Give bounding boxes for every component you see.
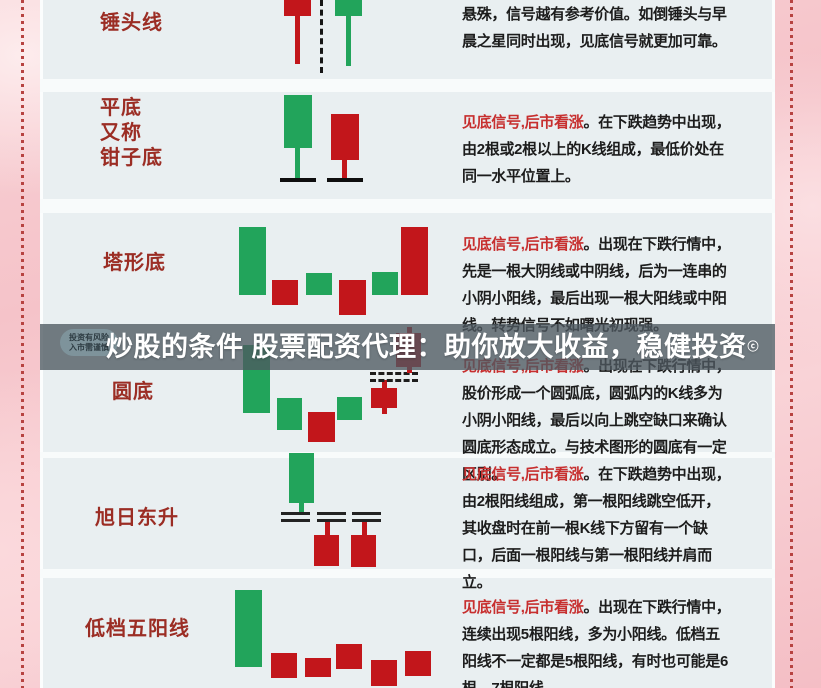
red-candle-body (339, 280, 366, 315)
gapbar-mark (317, 512, 346, 515)
red-candle-body (284, 0, 311, 16)
row-separator (40, 79, 775, 92)
green-candle-body (284, 95, 312, 148)
right-dotted-line (790, 0, 793, 688)
green-candle-body (277, 398, 302, 430)
pattern-description: 见底信号,后市看涨。出现在下跌行情中，连续出现5根阳线，多为小阳线。低档五阳线不… (462, 594, 734, 688)
gapbar-mark (317, 519, 346, 522)
row-separator (40, 569, 775, 578)
red-candle-wick (407, 367, 412, 373)
signal-highlight: 见底信号,后市看涨 (462, 236, 584, 253)
red-candle-body (351, 535, 376, 567)
flat-mark (327, 178, 363, 182)
red-candle-body (405, 651, 431, 676)
red-candle-wick (325, 522, 330, 535)
red-candle-body (271, 653, 297, 678)
description-text: 。在下跌趋势中出现，由2根或2根以上的K线组成，最低价处在同一水平位置上。 (462, 114, 731, 185)
red-candle-body (371, 388, 397, 408)
pattern-name: 平底 又称 钳子底 (100, 97, 163, 169)
description-text: 。在下跌趋势中出现，由2根阳线组成，第一根阳线跳空低开，其收盘时在前一根K线下方… (462, 466, 731, 591)
row-separator (40, 199, 775, 213)
red-candle-body (314, 535, 339, 566)
dash-h-mark (370, 379, 418, 382)
row-separator (40, 452, 775, 458)
red-candle-wick (382, 380, 387, 388)
banner-title: 炒股的条件 股票配资代理：助你放大收益，稳健投资ⓒ (106, 324, 759, 370)
green-candle-body (337, 397, 362, 420)
red-candle-wick (382, 408, 387, 414)
signal-highlight: 见底信号,后市看涨 (462, 466, 584, 483)
circled-mark: ⓒ (747, 341, 760, 353)
pattern-name: 塔形底 (103, 252, 166, 274)
red-candle-body (336, 644, 362, 669)
green-candle-body (335, 0, 362, 16)
promo-banner: 投资有风险 入市需谨慎 炒股的条件 股票配资代理：助你放大收益，稳健投资ⓒ (40, 324, 775, 370)
left-dotted-line (21, 0, 24, 688)
red-candle-body (371, 660, 397, 686)
dash-v-mark (320, 0, 323, 73)
red-candle-body (305, 658, 331, 677)
red-candle-body (308, 412, 335, 442)
pattern-name: 锤头线 (100, 12, 163, 34)
dash-h-mark (370, 372, 418, 375)
red-candle-wick (342, 160, 347, 178)
pattern-description: 见底信号,后市看涨。在下跌趋势中出现，由2根阳线组成，第一根阳线跳空低开，其收盘… (462, 461, 734, 596)
green-candle-wick (346, 16, 351, 66)
gapbar-mark (281, 512, 310, 515)
green-candle-body (239, 227, 266, 295)
pattern-description: 悬殊，信号越有参考价值。如倒锤头与早晨之星同时出现，见底信号就更加可靠。 (462, 1, 734, 55)
green-candle-body (306, 273, 332, 295)
signal-highlight: 见底信号,后市看涨 (462, 114, 584, 131)
description-text: 。出现在下跌行情中，连续出现5根阳线，多为小阳线。低档五阳线不一定都是5根阳线，… (462, 599, 731, 688)
green-candle-body (235, 590, 262, 667)
pattern-name: 低档五阳线 (85, 618, 190, 640)
description-text: 悬殊，信号越有参考价值。如倒锤头与早晨之星同时出现，见底信号就更加可靠。 (462, 6, 727, 50)
signal-highlight: 见底信号,后市看涨 (462, 599, 584, 616)
risk-badge: 投资有风险 入市需谨慎 (60, 329, 118, 356)
gapbar-mark (281, 519, 310, 522)
green-candle-body (372, 272, 398, 295)
red-candle-wick (362, 522, 367, 535)
red-candle-wick (295, 16, 300, 64)
banner-title-text: 炒股的条件 股票配资代理：助你放大收益，稳健投资 (106, 332, 747, 362)
red-candle-body (401, 227, 428, 295)
flat-mark (280, 178, 316, 182)
green-candle-body (289, 453, 314, 503)
green-candle-wick (299, 503, 304, 513)
risk-badge-line2: 入市需谨慎 (69, 343, 109, 352)
pattern-name: 圆底 (112, 381, 154, 403)
pattern-description: 见底信号,后市看涨。在下跌趋势中出现，由2根或2根以上的K线组成，最低价处在同一… (462, 109, 734, 190)
pattern-name: 旭日东升 (95, 507, 179, 529)
red-candle-body (331, 114, 359, 160)
gapbar-mark (352, 512, 381, 515)
red-candle-body (272, 280, 298, 305)
pattern-description: 见底信号,后市看涨。出现在下跌行情中，先是一根大阴线或中阴线，后为一连串的小阴小… (462, 231, 734, 339)
risk-badge-line1: 投资有风险 (69, 333, 109, 342)
green-candle-wick (295, 148, 300, 178)
gapbar-mark (352, 519, 381, 522)
